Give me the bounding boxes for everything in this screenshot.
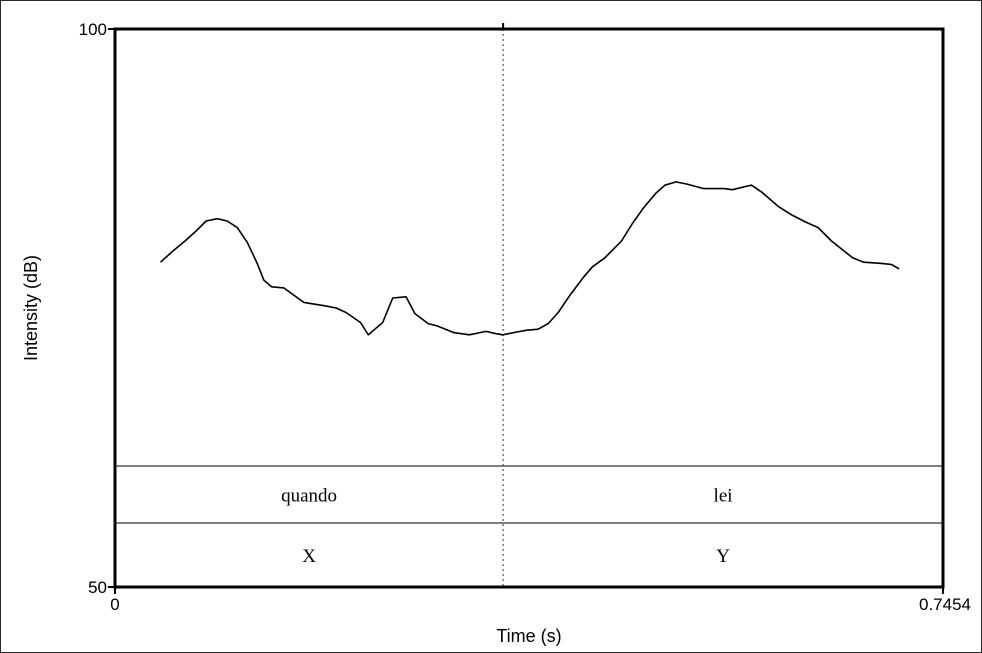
x-tick-label-max: 0.7454: [919, 595, 971, 614]
tier-interval-label: lei: [714, 486, 733, 507]
tier-layer: quando lei X Y: [115, 466, 943, 567]
tier-interval-label: quando: [281, 486, 337, 507]
intensity-contour-line: [161, 182, 900, 335]
plot-border: [115, 29, 943, 587]
y-tick-label-max: 100: [79, 20, 107, 39]
tier-interval-label: X: [302, 546, 316, 567]
x-tick-label-min: 0: [110, 595, 119, 614]
x-axis-label: Time (s): [496, 626, 561, 646]
tick-marks: [108, 23, 943, 594]
tier-interval-label: Y: [716, 546, 730, 567]
y-axis-label: Intensity (dB): [21, 255, 41, 361]
y-tick-label-min: 50: [88, 578, 107, 597]
